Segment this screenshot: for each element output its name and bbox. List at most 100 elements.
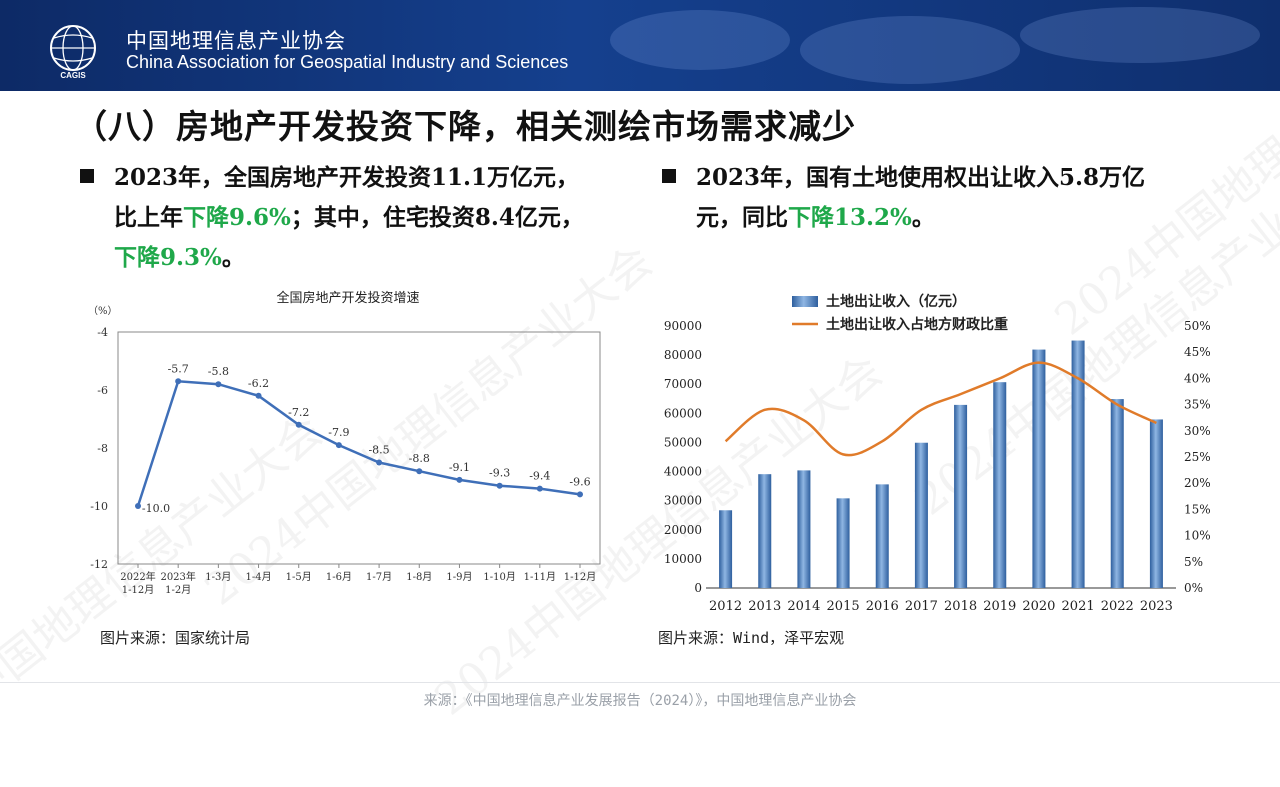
y-tick-label: -6 <box>97 384 108 397</box>
bar <box>1071 340 1085 588</box>
plot-frame <box>117 331 601 565</box>
data-point <box>496 482 503 489</box>
x-tick-label: 1-12月 <box>564 571 596 583</box>
bar <box>1149 419 1163 588</box>
x-tick-label: 1-11月 <box>524 571 556 583</box>
data-point <box>295 421 302 428</box>
data-point <box>577 491 583 498</box>
data-point <box>135 503 141 509</box>
bullet-land-revenue: 2023年，国有土地使用权出让收入5.8万亿 元，同比下降13.2%。 <box>662 158 1222 238</box>
logo-text: CAGIS <box>60 71 86 80</box>
data-label: -8.8 <box>409 452 430 465</box>
y-tick-label: -12 <box>90 558 108 571</box>
bullet-text: 比上年 <box>114 204 183 231</box>
bullet-square-icon <box>80 169 94 183</box>
y-right-tick-label: 45% <box>1184 345 1211 359</box>
data-label: -6.2 <box>248 377 269 390</box>
y-right-tick-label: 50% <box>1184 319 1211 333</box>
y-right-tick-label: 15% <box>1184 502 1211 516</box>
bullet-text: 2023年，国有土地使用权出让收入5.8万亿 <box>696 164 1146 191</box>
bar <box>914 442 928 588</box>
bar <box>836 498 850 588</box>
y-right-tick-label: 5% <box>1184 555 1203 569</box>
x-tick-label: 2014 <box>787 599 820 614</box>
y-left-tick-label: 60000 <box>664 406 702 420</box>
y-left-tick-label: 0 <box>694 581 702 595</box>
y-right-tick-label: 40% <box>1184 371 1211 385</box>
highlight-decline: 下降9.3% <box>114 244 222 271</box>
ratio-line <box>724 361 1157 457</box>
bar <box>954 404 968 588</box>
data-label: -5.8 <box>208 365 229 378</box>
bullet-text: ；其中，住宅投资8.4亿元， <box>290 204 584 231</box>
data-point <box>536 485 543 492</box>
x-tick-label: 2020 <box>1022 599 1055 614</box>
x-tick-label: 2012 <box>709 599 742 614</box>
y-right-tick-label: 25% <box>1184 450 1211 464</box>
x-tick-label: 2018 <box>944 599 977 614</box>
x-tick-label: 2022 <box>1101 599 1134 614</box>
y-right-tick-label: 20% <box>1184 476 1211 490</box>
bullet-square-icon <box>662 169 676 183</box>
data-label: -9.6 <box>569 475 590 488</box>
x-tick-label: 1-6月 <box>326 571 352 583</box>
y-axis-unit: （%） <box>88 305 118 317</box>
y-left-tick-label: 80000 <box>664 348 702 362</box>
data-label: -10.0 <box>142 502 170 515</box>
y-left-tick-label: 10000 <box>664 552 702 566</box>
org-name-cn: 中国地理信息产业协会 <box>126 29 346 53</box>
y-tick-label: -10 <box>90 500 108 513</box>
x-tick-label: 1-10月 <box>483 571 515 583</box>
investment-growth-line-chart: 全国房地产开发投资增速 （%） -4 -6 -8 -10 -12 2022年 1-12月2023… <box>88 290 601 596</box>
x-tick-label: 2021 <box>1062 599 1095 614</box>
chart-source-1: 图片来源：国家统计局 <box>100 629 251 647</box>
bar <box>797 470 811 588</box>
x-tick-label: 1-5月 <box>286 571 312 583</box>
x-tick-label: 1-9月 <box>446 571 472 583</box>
data-point <box>456 476 463 483</box>
data-label: -5.7 <box>168 362 189 375</box>
data-point <box>416 468 423 475</box>
data-point <box>335 442 342 449</box>
y-left-tick-label: 40000 <box>664 465 702 479</box>
data-label: -9.4 <box>529 470 550 483</box>
bar <box>875 484 889 588</box>
cagis-logo-icon: CAGIS <box>50 25 96 80</box>
y-tick-label: -4 <box>97 326 108 339</box>
legend-bar-swatch <box>792 296 818 307</box>
y-right-tick-label: 10% <box>1184 529 1211 543</box>
data-point <box>376 459 383 466</box>
org-name-en: China Association for Geospatial Industr… <box>126 52 569 72</box>
bar <box>993 382 1007 588</box>
x-tick-label: 2017 <box>905 599 938 614</box>
data-label: -9.3 <box>489 467 510 480</box>
y-left-tick-label: 90000 <box>664 319 702 333</box>
y-left-tick-label: 30000 <box>664 494 702 508</box>
footer-divider <box>0 682 1280 683</box>
page-title: （八）房地产开发投资下降，相关测绘市场需求减少 <box>74 107 856 146</box>
bar <box>1110 399 1124 588</box>
x-tick-label: 1-3月 <box>205 571 231 583</box>
y-left-tick-label: 20000 <box>664 523 702 537</box>
x-tick-label: 2022年 1-12月 <box>120 570 155 596</box>
x-tick-label: 2016 <box>866 599 899 614</box>
legend-bar-label: 土地出让收入（亿元） <box>826 293 966 310</box>
bullet-text: 。 <box>911 204 935 231</box>
bullet-real-estate: 2023年，全国房地产开发投资11.1万亿元， 比上年下降9.6%；其中，住宅投… <box>80 158 640 278</box>
x-tick-label: 1-7月 <box>366 571 392 583</box>
highlight-decline: 下降13.2% <box>788 204 912 231</box>
data-label: -8.5 <box>368 444 389 457</box>
bar <box>719 510 733 588</box>
header-banner: CAGIS 中国地理信息产业协会 China Association for G… <box>0 0 1280 91</box>
bullet-text: 2023年，全国房地产开发投资11.1万亿元， <box>114 164 580 191</box>
y-right-tick-label: 30% <box>1184 424 1211 438</box>
data-point <box>215 381 222 388</box>
series-line <box>136 379 581 507</box>
bar <box>758 474 772 588</box>
x-tick-label: 2013 <box>748 599 781 614</box>
bullet-text: 元，同比 <box>696 204 788 231</box>
data-label: -9.1 <box>449 461 470 474</box>
x-tick-label: 2015 <box>827 599 860 614</box>
x-tick-label: 1-4月 <box>245 571 271 583</box>
y-tick-label: -8 <box>97 442 108 455</box>
